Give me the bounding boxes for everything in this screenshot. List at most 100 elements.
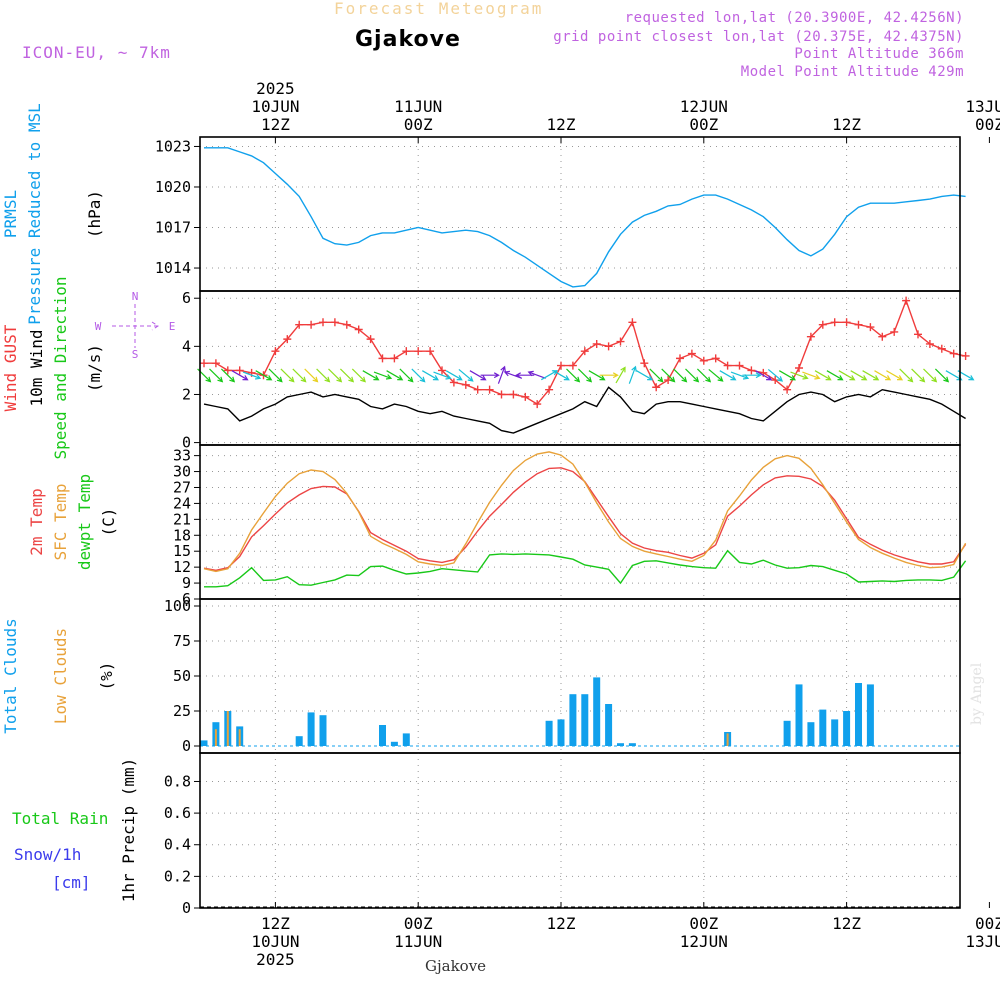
panel-label-temperature-3: (C) [99,508,118,537]
top-time-label: 00Z [689,115,718,134]
gust-marker [914,330,922,339]
wind-arrow [433,371,452,380]
wind-arrow [628,365,637,384]
location-title: Gjakove [355,27,461,52]
bar-clouds-0 [581,694,589,746]
wind-arrow [886,370,904,381]
bar-clouds-0 [819,709,827,746]
gust-marker [890,327,899,336]
wind-arrow [445,370,463,381]
wind-arrow [838,370,856,381]
y-tick-label: 0.6 [164,804,191,822]
top-time-label: 00Z [975,115,1000,134]
wind-arrow [742,372,762,379]
bar-clouds-0 [545,720,553,746]
gust-marker [533,400,542,409]
gust-marker [461,380,470,389]
gust-marker [866,323,875,332]
wind-arrow [411,368,426,383]
wind-arrow [362,370,380,381]
bottom-time-label: 12Z [547,914,576,933]
gust-marker [295,320,304,329]
wind-arrow [615,366,626,384]
bottom-time-label: 00Z [404,914,433,933]
top-time-label: 2025 [256,79,295,98]
bottom-time-label: 00Z [689,914,718,933]
series-temperature-1 [203,451,967,573]
wind-arrow [527,370,546,379]
wind-arrow [386,370,404,381]
top-time-label: 13JUN [965,97,1000,116]
y-tick-label: 6 [182,289,191,307]
y-tick-label: 0.4 [164,836,191,854]
gust-marker [319,318,327,327]
time-axis: 202510JUN12Z11JUN00Z12Z12JUN00Z12Z13JUN0… [251,79,1000,969]
bar-clouds-1 [214,729,217,746]
gust-marker [937,344,946,353]
bottom-time-label: 11JUN [394,932,442,951]
y-tick-label: 0.8 [164,772,191,790]
gust-marker [497,390,506,399]
gust-marker [878,332,887,341]
gust-marker [628,318,637,327]
y-tick-label: 1020 [155,178,191,196]
bar-clouds-0 [319,715,327,746]
bar-clouds-0 [866,684,874,746]
wind-arrow [422,370,439,381]
y-tick-label: 1014 [155,259,191,277]
panel-clouds: 0 25 50 75 100 Total Clouds Low Clouds (%) [1,597,961,755]
wind-arrow [696,368,712,383]
y-tick-label: 50 [173,667,191,685]
panel-label-temperature-2: dewpt Temp [75,474,94,570]
gust-marker [925,339,934,348]
gust-marker [521,392,530,401]
bar-clouds-0 [569,694,577,746]
gust-marker [568,361,577,370]
wind-arrow [220,368,236,383]
panel-label-temperature-0: 2m Temp [27,488,46,555]
wind-arrow [779,370,796,381]
gust-marker [687,349,696,358]
top-time-label: 12Z [547,115,576,134]
bar-clouds-0 [593,677,601,746]
gust-marker [426,347,435,356]
wind-arrow [649,368,664,383]
bar-clouds-1 [226,711,229,746]
panel-frame [199,290,961,446]
dir-legend-s: S [132,348,139,361]
gust-marker [438,366,446,375]
bar-clouds-0 [617,743,624,746]
gust-marker [735,361,744,370]
gust-marker [842,318,851,327]
requested-coords: requested lon,lat (20.3900E, 42.4256N) [624,10,964,26]
wind-arrow [899,368,914,383]
bar-clouds-0 [628,743,636,746]
panel-label-wind-2: Speed and Direction [51,276,70,459]
wind-arrow [923,368,938,383]
wind-arrow [339,368,355,383]
dir-legend-cross [112,304,159,348]
series-wind-1 [203,386,966,434]
gust-marker [235,366,244,375]
wind-arrow [469,370,487,381]
wind-arrow [373,371,393,380]
gust-marker [949,349,958,358]
precip-snow-unit: [cm] [52,873,91,892]
y-tick-label: 0 [182,434,191,452]
gust-marker [366,335,375,344]
wind-arrow [242,371,262,380]
bottom-time-label: 10JUN [251,932,299,951]
wind-arrow [255,370,273,381]
dir-legend-e: E [169,320,176,333]
wind-arrow [802,371,821,380]
y-tick-label: 12 [173,558,191,576]
model-label: ICON-EU, ~ 7km [22,43,171,62]
panel-label-pressure-0: PRMSL [1,190,20,238]
wind-arrow [566,368,581,383]
bar-clouds-0 [379,725,386,746]
bottom-time-label: 13JUN [965,932,1000,951]
wind-arrow [231,370,249,381]
gust-marker [699,356,708,365]
top-time-label: 11JUN [394,97,442,116]
